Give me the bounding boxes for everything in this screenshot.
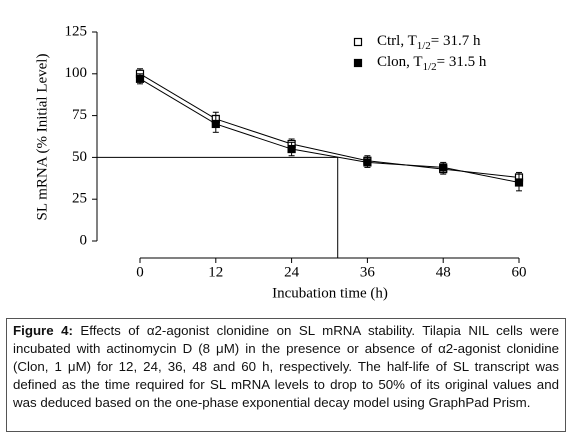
caption: Figure 4: Effects of α2-agonist clonidin… (6, 318, 566, 432)
x-tick-label: 24 (284, 264, 300, 280)
x-tick-label: 0 (136, 264, 144, 280)
data-point (135, 74, 145, 83)
caption-label: Figure 4: (13, 323, 73, 338)
x-tick-label: 36 (360, 264, 376, 280)
x-axis-title: Incubation time (h) (272, 285, 388, 301)
x-tick-label: 48 (436, 264, 451, 280)
y-tick-label: 25 (72, 191, 87, 207)
y-tick-label: 0 (80, 232, 88, 248)
data-point (439, 163, 448, 172)
data-point (211, 119, 220, 129)
y-tick-label: 50 (72, 149, 87, 165)
chart: Incubation time (h) SL mRNA (% Initial L… (34, 23, 527, 301)
x-tick-label: 12 (208, 264, 223, 280)
y-tick-label: 125 (65, 23, 88, 39)
x-tick-label: 60 (512, 264, 527, 280)
y-tick-label: 100 (65, 65, 88, 81)
data-point (363, 158, 372, 167)
y-tick-label: 75 (72, 107, 87, 123)
y-axis-title: SL mRNA (% Initial Level) (34, 54, 50, 221)
series-line (139, 78, 520, 183)
caption-text: Effects of α2-agonist clonidine on SL mR… (13, 323, 559, 410)
data-point (287, 144, 296, 154)
data-point (514, 178, 524, 187)
legend-marker (353, 58, 363, 68)
legend-label: Ctrl, T1/2= 31.7 h (377, 33, 481, 51)
legend-marker (353, 37, 363, 47)
legend-label: Clon, T1/2= 31.5 h (377, 54, 487, 72)
series-line (139, 73, 520, 178)
